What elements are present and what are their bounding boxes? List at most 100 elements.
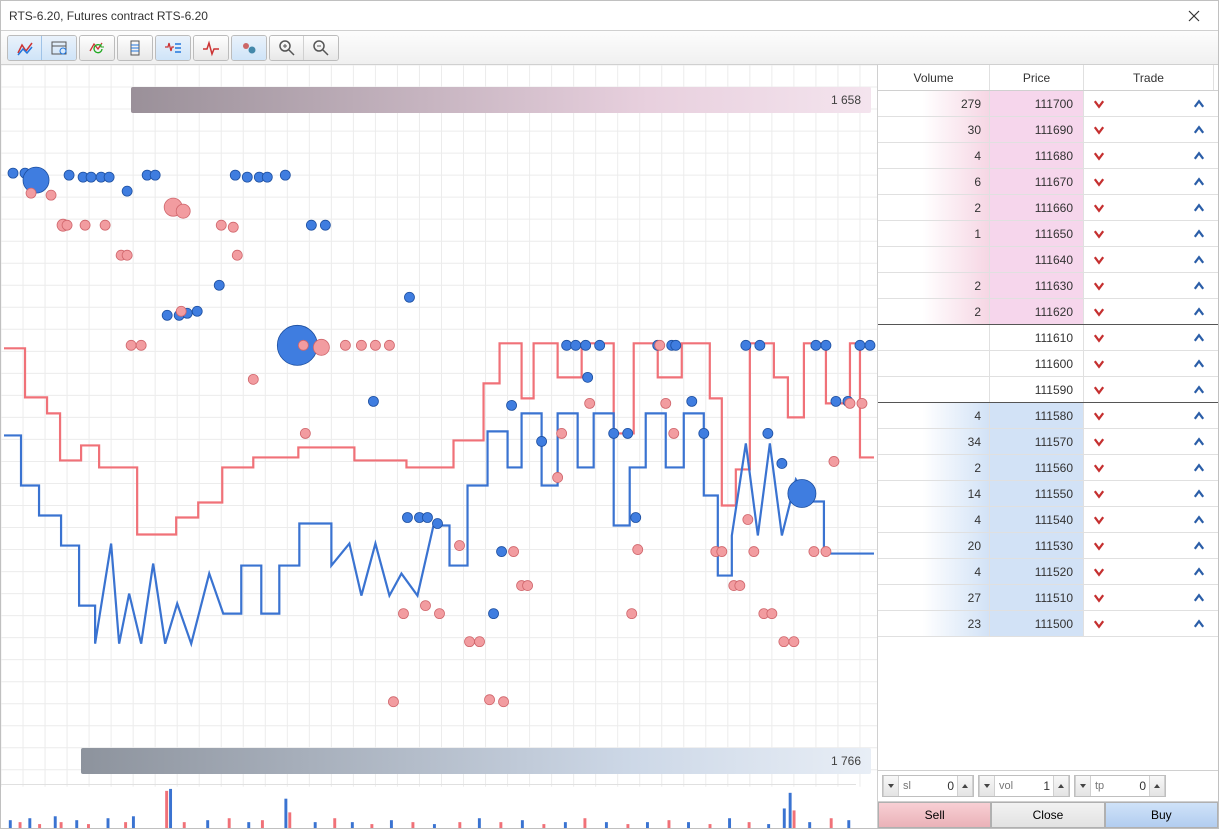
sell-chevron-icon[interactable] <box>1092 253 1106 267</box>
pulse-icon[interactable] <box>194 36 228 60</box>
buy-chevron-icon[interactable] <box>1192 201 1206 215</box>
sell-chevron-icon[interactable] <box>1092 513 1106 527</box>
order-book-row[interactable]: 4111580 <box>878 403 1218 429</box>
buy-chevron-icon[interactable] <box>1192 409 1206 423</box>
buy-chevron-icon[interactable] <box>1192 279 1206 293</box>
sl-spinner[interactable]: sl0 <box>882 775 974 797</box>
order-book-row[interactable]: 111600 <box>878 351 1218 377</box>
sell-chevron-icon[interactable] <box>1092 591 1106 605</box>
sell-chevron-icon[interactable] <box>1092 461 1106 475</box>
spin-up-icon[interactable] <box>1149 776 1165 796</box>
zoom-in-icon[interactable] <box>270 36 304 60</box>
order-book-row[interactable]: 2111620 <box>878 299 1218 325</box>
sell-chevron-icon[interactable] <box>1092 487 1106 501</box>
sell-chevron-icon[interactable] <box>1092 409 1106 423</box>
row-volume: 30 <box>878 117 990 142</box>
spin-down-icon[interactable] <box>979 776 995 796</box>
toolbar <box>1 31 1218 65</box>
sell-chevron-icon[interactable] <box>1092 539 1106 553</box>
tp-spinner[interactable]: tp0 <box>1074 775 1166 797</box>
order-book-row[interactable]: 30111690 <box>878 117 1218 143</box>
close-icon[interactable] <box>1178 5 1210 27</box>
spin-up-icon[interactable] <box>1053 776 1069 796</box>
order-book-row[interactable]: 2111660 <box>878 195 1218 221</box>
order-book-row[interactable]: 27111510 <box>878 585 1218 611</box>
order-book-row[interactable]: 2111560 <box>878 455 1218 481</box>
order-book-row[interactable]: 14111550 <box>878 481 1218 507</box>
spin-up-icon[interactable] <box>957 776 973 796</box>
buy-chevron-icon[interactable] <box>1192 513 1206 527</box>
row-price: 111520 <box>990 559 1084 584</box>
bubbles-icon[interactable] <box>232 36 266 60</box>
order-book-row[interactable]: 6111670 <box>878 169 1218 195</box>
order-book-row[interactable]: 2111630 <box>878 273 1218 299</box>
buy-chevron-icon[interactable] <box>1192 591 1206 605</box>
spin-down-icon[interactable] <box>883 776 899 796</box>
order-book-row[interactable]: 4111680 <box>878 143 1218 169</box>
spin-value: 0 <box>929 779 957 793</box>
zoom-out-icon[interactable] <box>304 36 338 60</box>
buy-chevron-icon[interactable] <box>1192 123 1206 137</box>
sell-chevron-icon[interactable] <box>1092 305 1106 319</box>
col-price: Price <box>990 65 1084 90</box>
buy-chevron-icon[interactable] <box>1192 617 1206 631</box>
buy-button[interactable]: Buy <box>1105 802 1218 828</box>
sell-chevron-icon[interactable] <box>1092 149 1106 163</box>
ladder-icon[interactable] <box>118 36 152 60</box>
order-book-row[interactable]: 34111570 <box>878 429 1218 455</box>
chart: 1 658 1 766 <box>1 65 878 828</box>
row-volume: 20 <box>878 533 990 558</box>
buy-chevron-icon[interactable] <box>1192 461 1206 475</box>
sell-chevron-icon[interactable] <box>1092 97 1106 111</box>
order-book-row[interactable]: 111590 <box>878 377 1218 403</box>
buy-chevron-icon[interactable] <box>1192 227 1206 241</box>
buy-chevron-icon[interactable] <box>1192 305 1206 319</box>
buy-chevron-icon[interactable] <box>1192 97 1206 111</box>
row-price: 111630 <box>990 273 1084 298</box>
buy-chevron-icon[interactable] <box>1192 435 1206 449</box>
order-book-row[interactable]: 4111520 <box>878 559 1218 585</box>
sell-chevron-icon[interactable] <box>1092 123 1106 137</box>
order-book-row[interactable]: 279111700 <box>878 91 1218 117</box>
row-price: 111670 <box>990 169 1084 194</box>
row-volume: 279 <box>878 91 990 116</box>
order-book-row[interactable]: 20111530 <box>878 533 1218 559</box>
sell-chevron-icon[interactable] <box>1092 175 1106 189</box>
chart-line-icon[interactable] <box>8 36 42 60</box>
order-book-row[interactable]: 4111540 <box>878 507 1218 533</box>
trade-params: sl0vol1tp0 <box>878 771 1218 802</box>
buy-chevron-icon[interactable] <box>1192 357 1206 371</box>
row-trade <box>1084 403 1214 428</box>
order-book-row[interactable]: 111640 <box>878 247 1218 273</box>
buy-chevron-icon[interactable] <box>1192 253 1206 267</box>
order-book-row[interactable]: 1111650 <box>878 221 1218 247</box>
buy-chevron-icon[interactable] <box>1192 383 1206 397</box>
order-book-row[interactable]: 23111500 <box>878 611 1218 637</box>
buy-chevron-icon[interactable] <box>1192 487 1206 501</box>
order-book-row[interactable]: 111610 <box>878 325 1218 351</box>
refresh-chart-icon[interactable] <box>80 36 114 60</box>
buy-chevron-icon[interactable] <box>1192 565 1206 579</box>
row-trade <box>1084 143 1214 168</box>
sell-chevron-icon[interactable] <box>1092 279 1106 293</box>
sell-chevron-icon[interactable] <box>1092 617 1106 631</box>
buy-chevron-icon[interactable] <box>1192 175 1206 189</box>
row-price: 111680 <box>990 143 1084 168</box>
sell-chevron-icon[interactable] <box>1092 435 1106 449</box>
pulse-list-icon[interactable] <box>156 36 190 60</box>
sell-chevron-icon[interactable] <box>1092 565 1106 579</box>
spin-down-icon[interactable] <box>1075 776 1091 796</box>
buy-chevron-icon[interactable] <box>1192 539 1206 553</box>
sell-chevron-icon[interactable] <box>1092 227 1106 241</box>
vol-spinner[interactable]: vol1 <box>978 775 1070 797</box>
buy-chevron-icon[interactable] <box>1192 149 1206 163</box>
sell-chevron-icon[interactable] <box>1092 383 1106 397</box>
sell-button[interactable]: Sell <box>878 802 991 828</box>
sell-chevron-icon[interactable] <box>1092 357 1106 371</box>
sell-chevron-icon[interactable] <box>1092 201 1106 215</box>
calendar-icon[interactable] <box>42 36 76 60</box>
buy-chevron-icon[interactable] <box>1192 331 1206 345</box>
close-button[interactable]: Close <box>991 802 1104 828</box>
col-trade: Trade <box>1084 65 1214 90</box>
sell-chevron-icon[interactable] <box>1092 331 1106 345</box>
